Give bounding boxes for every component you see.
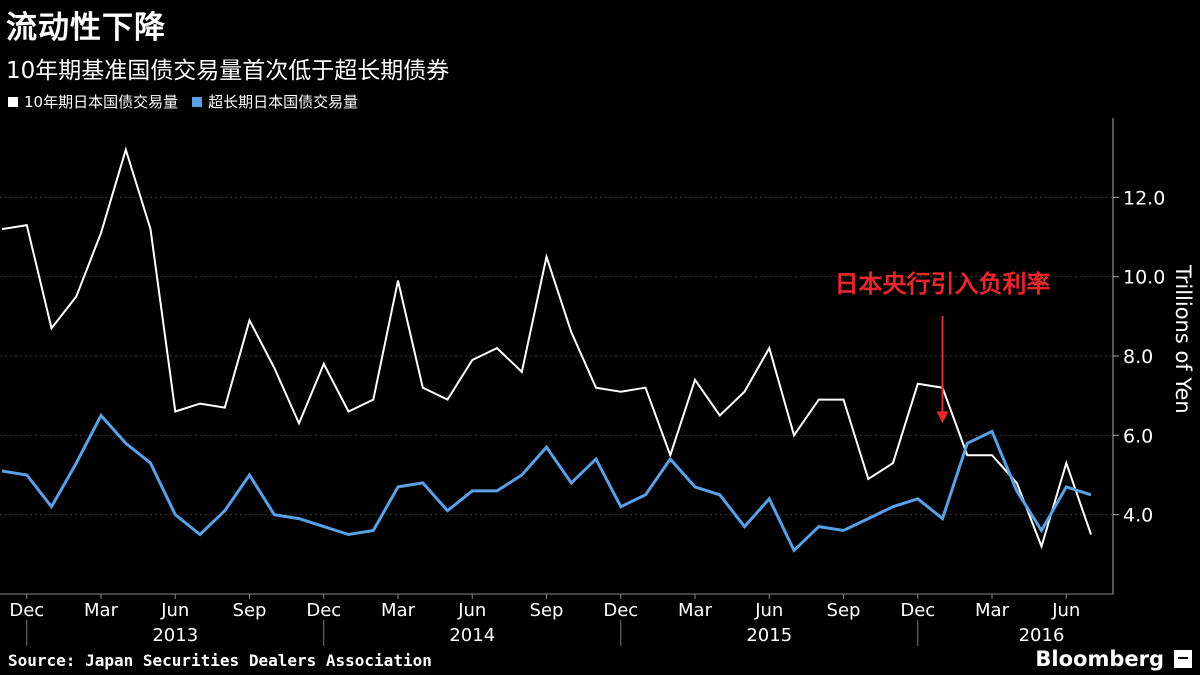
x-tick-label-7: Sep [530,600,564,621]
x-tick-label-9: Mar [678,600,713,621]
y-tick-label-3: 10.0 [1123,267,1165,289]
x-tick-label-11: Sep [827,600,861,621]
x-tick-label-4: Dec [306,600,341,621]
year-label-2: 2015 [746,625,792,646]
legend-item-10y: 10年期日本国债交易量 [8,91,178,112]
legend-item-superlong: 超长期日本国债交易量 [192,91,358,112]
year-label-1: 2014 [449,625,495,646]
year-label-3: 2016 [1019,625,1065,646]
x-tick-label-0: Dec [9,600,44,621]
x-tick-label-6: Jun [457,600,486,621]
x-tick-label-2: Jun [160,600,189,621]
chart-title: 流动性下降 [6,10,166,46]
chart-subtitle: 10年期基准国债交易量首次低于超长期债券 [6,58,450,84]
y-axis-label: Trillions of Yen [1171,264,1195,414]
x-tick-label-1: Mar [84,600,119,621]
source-note: Source: Japan Securities Dealers Associa… [8,651,432,670]
legend-swatch-10y [8,96,18,107]
x-tick-label-5: Mar [381,600,416,621]
legend-label-superlong: 超长期日本国债交易量 [208,93,359,111]
bloomberg-icon [1174,650,1192,668]
y-tick-label-0: 4.0 [1123,505,1153,527]
annotation-arrow-head [936,411,949,424]
x-tick-label-10: Jun [754,600,783,621]
x-tick-label-3: Sep [233,600,267,621]
legend: 10年期日本国债交易量 超长期日本国债交易量 [8,91,358,112]
x-tick-label-8: Dec [603,600,638,621]
brand-logo: Bloomberg [1035,647,1164,671]
series-line-0 [1,146,1092,550]
year-label-0: 2013 [152,625,198,646]
legend-label-10y: 10年期日本国债交易量 [24,93,179,111]
y-tick-label-4: 12.0 [1123,187,1165,209]
y-tick-label-1: 6.0 [1123,425,1153,447]
x-tick-label-13: Mar [975,600,1010,621]
y-tick-label-2: 8.0 [1123,346,1153,368]
x-tick-label-14: Jun [1051,600,1080,621]
legend-swatch-superlong [192,96,203,107]
annotation-label: 日本央行引入负利率 [835,270,1051,298]
x-tick-label-12: Dec [900,600,935,621]
